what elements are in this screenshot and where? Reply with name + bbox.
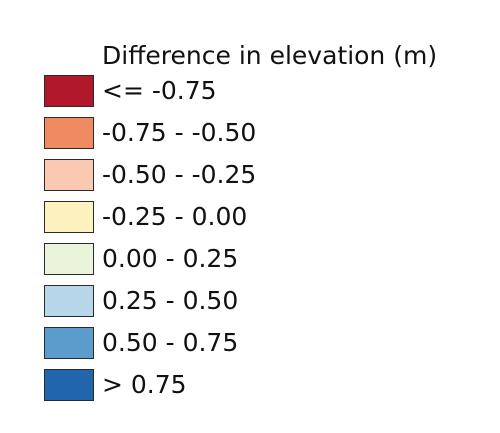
- legend-label: 0.25 - 0.50: [102, 284, 238, 318]
- legend-item: 0.00 - 0.25: [44, 243, 484, 277]
- legend-label: <= -0.75: [102, 74, 217, 108]
- legend-label: 0.00 - 0.25: [102, 242, 238, 276]
- legend-title: Difference in elevation (m): [102, 40, 437, 72]
- legend-label: -0.75 - -0.50: [102, 116, 256, 150]
- legend-label: -0.50 - -0.25: [102, 158, 256, 192]
- legend-item: -0.50 - -0.25: [44, 159, 484, 193]
- legend-label: -0.25 - 0.00: [102, 200, 247, 234]
- legend-item: -0.75 - -0.50: [44, 117, 484, 151]
- legend-swatch: [44, 117, 94, 149]
- legend-item: 0.25 - 0.50: [44, 285, 484, 319]
- legend-swatch: [44, 285, 94, 317]
- legend-swatch: [44, 243, 94, 275]
- legend-swatch: [44, 327, 94, 359]
- legend-item: > 0.75: [44, 369, 484, 403]
- legend-label: 0.50 - 0.75: [102, 326, 238, 360]
- legend-item: -0.25 - 0.00: [44, 201, 484, 235]
- legend-item: 0.50 - 0.75: [44, 327, 484, 361]
- legend-label: > 0.75: [102, 368, 187, 402]
- legend-swatch: [44, 369, 94, 401]
- legend-item: <= -0.75: [44, 75, 484, 109]
- legend-swatch: [44, 75, 94, 107]
- legend-swatch: [44, 159, 94, 191]
- legend-swatch: [44, 201, 94, 233]
